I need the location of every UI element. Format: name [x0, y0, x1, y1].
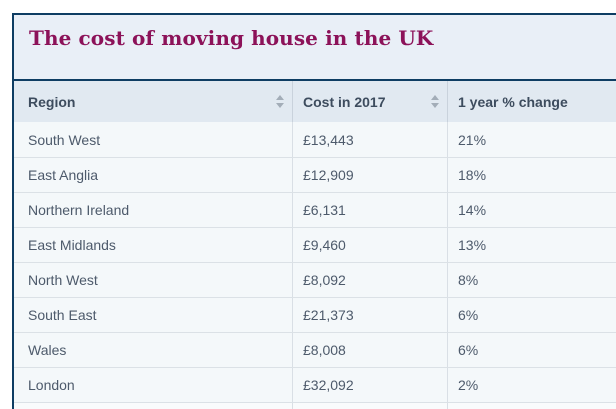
cell-change: 13% [447, 228, 616, 262]
column-header-cost[interactable]: Cost in 2017 [292, 81, 447, 122]
cell-region: East Anglia [28, 167, 99, 183]
table-header-row: Region Cost in 2017 1 year % change [14, 81, 616, 122]
table-row: Wales £8,008 6% [14, 332, 616, 367]
column-header-change[interactable]: 1 year % change [447, 81, 616, 122]
cell-change: 2% [447, 368, 616, 402]
cell-region: South West [28, 131, 101, 148]
cell-cost: £32,092 [292, 368, 447, 402]
cell-change: 8% [447, 263, 616, 297]
table-row: North West £8,092 8% [14, 262, 616, 297]
sort-down-icon [431, 103, 439, 108]
sort-arrows-icon [431, 95, 439, 108]
column-header-region[interactable]: Region [14, 81, 292, 122]
cell-cost: £6,131 [292, 193, 447, 227]
cell-change: 21% [447, 122, 616, 157]
cell-cost: £8,008 [292, 333, 447, 367]
cell-region: Northern Ireland [28, 202, 130, 218]
cell-region: South East [28, 307, 97, 323]
sort-up-icon [431, 95, 439, 100]
page-title: The cost of moving house in the UK [29, 26, 434, 50]
moving-cost-table-widget: The cost of moving house in the UK Regio… [12, 13, 616, 409]
cell-cost: £9,460 [292, 228, 447, 262]
table-row-partial [14, 402, 616, 409]
table-row: London £32,092 2% [14, 367, 616, 402]
sort-down-icon [276, 103, 284, 108]
table-row: South East £21,373 6% [14, 297, 616, 332]
cell-region: London [28, 377, 75, 393]
cell-change: 6% [447, 333, 616, 367]
column-header-region-label: Region [28, 93, 76, 110]
cell-region: East Midlands [28, 237, 116, 253]
cell-change: 14% [447, 193, 616, 227]
cell-cost: £21,373 [292, 298, 447, 332]
table-title-box: The cost of moving house in the UK [14, 13, 616, 81]
sort-up-icon [276, 95, 284, 100]
table-row: East Anglia £12,909 18% [14, 157, 616, 192]
sort-arrows-icon [276, 95, 284, 108]
column-header-change-label: 1 year % change [458, 93, 568, 110]
cell-cost: £12,909 [292, 158, 447, 192]
cell-change: 18% [447, 158, 616, 192]
table-row: East Midlands £9,460 13% [14, 227, 616, 262]
cell-change: 6% [447, 298, 616, 332]
cell-cost: £13,443 [292, 122, 447, 157]
cell-region: Wales [28, 342, 67, 358]
column-header-cost-label: Cost in 2017 [303, 93, 386, 110]
table-row: South West £13,443 21% [14, 122, 616, 157]
table-row: Northern Ireland £6,131 14% [14, 192, 616, 227]
cell-region: North West [28, 272, 98, 288]
table-body: South West £13,443 21% East Anglia £12,9… [14, 122, 616, 402]
cell-cost: £8,092 [292, 263, 447, 297]
